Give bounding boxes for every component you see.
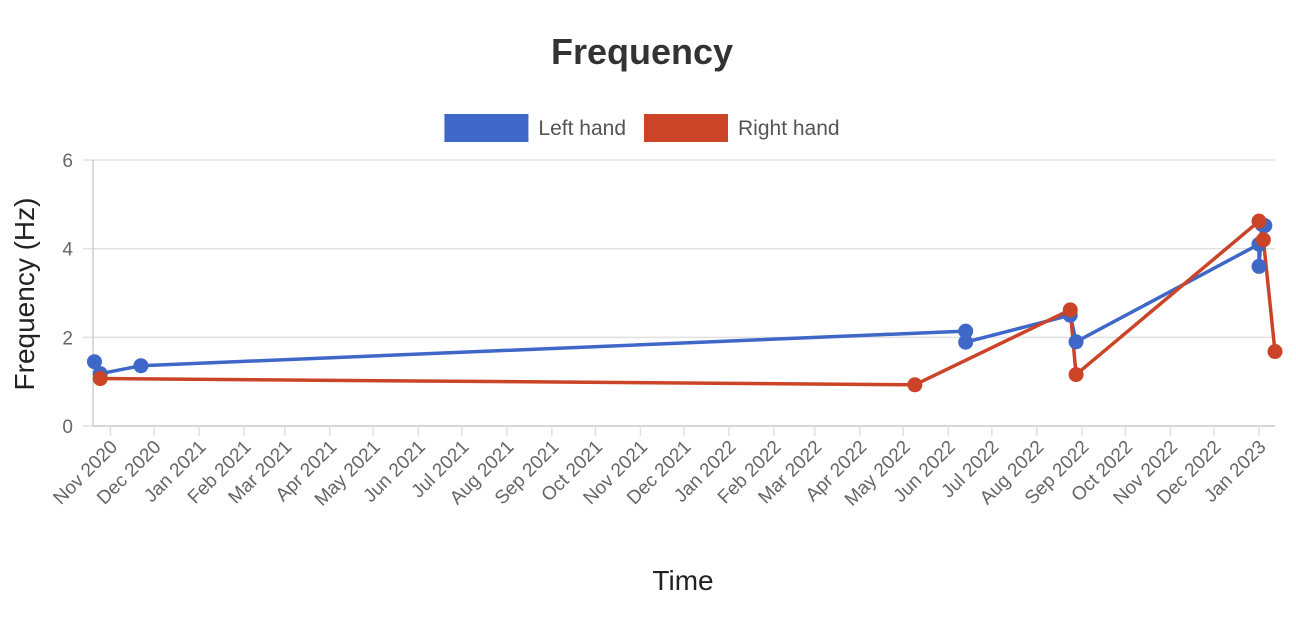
data-point-right-hand (1068, 367, 1084, 383)
data-point-left-hand (958, 323, 974, 339)
series-points (86, 213, 1283, 393)
axes (92, 160, 1275, 427)
legend-swatch-1 (444, 114, 529, 142)
data-point-left-hand (86, 354, 102, 370)
x-axis-title: Time (652, 565, 713, 596)
gridlines (83, 159, 1275, 427)
y-tick-label: 4 (62, 240, 73, 261)
y-tick-label: 2 (62, 328, 73, 349)
data-point-right-hand (92, 371, 108, 387)
chart-title: Frequency (551, 31, 733, 72)
data-point-right-hand (1255, 232, 1271, 248)
data-point-left-hand (958, 334, 974, 350)
data-point-left-hand (1068, 334, 1084, 350)
legend-label-1: Left hand (538, 117, 626, 140)
data-point-right-hand (907, 377, 923, 393)
data-point-right-hand (1062, 302, 1078, 318)
data-point-left-hand (1251, 258, 1267, 274)
data-point-left-hand (133, 358, 149, 374)
y-axis-title: Frequency (Hz) (9, 198, 40, 391)
series-line-left-hand (92, 222, 1267, 376)
y-axis-ticks: 0 2 4 6 (62, 151, 73, 438)
data-point-right-hand (1251, 213, 1267, 229)
data-point-right-hand (1267, 344, 1283, 360)
legend-label-2: Right hand (738, 117, 840, 140)
legend: Left hand Right hand (444, 114, 840, 142)
y-tick-label: 6 (62, 151, 73, 172)
series-lines (92, 219, 1277, 387)
y-tick-label: 0 (62, 417, 73, 438)
legend-swatch-2 (644, 114, 729, 142)
